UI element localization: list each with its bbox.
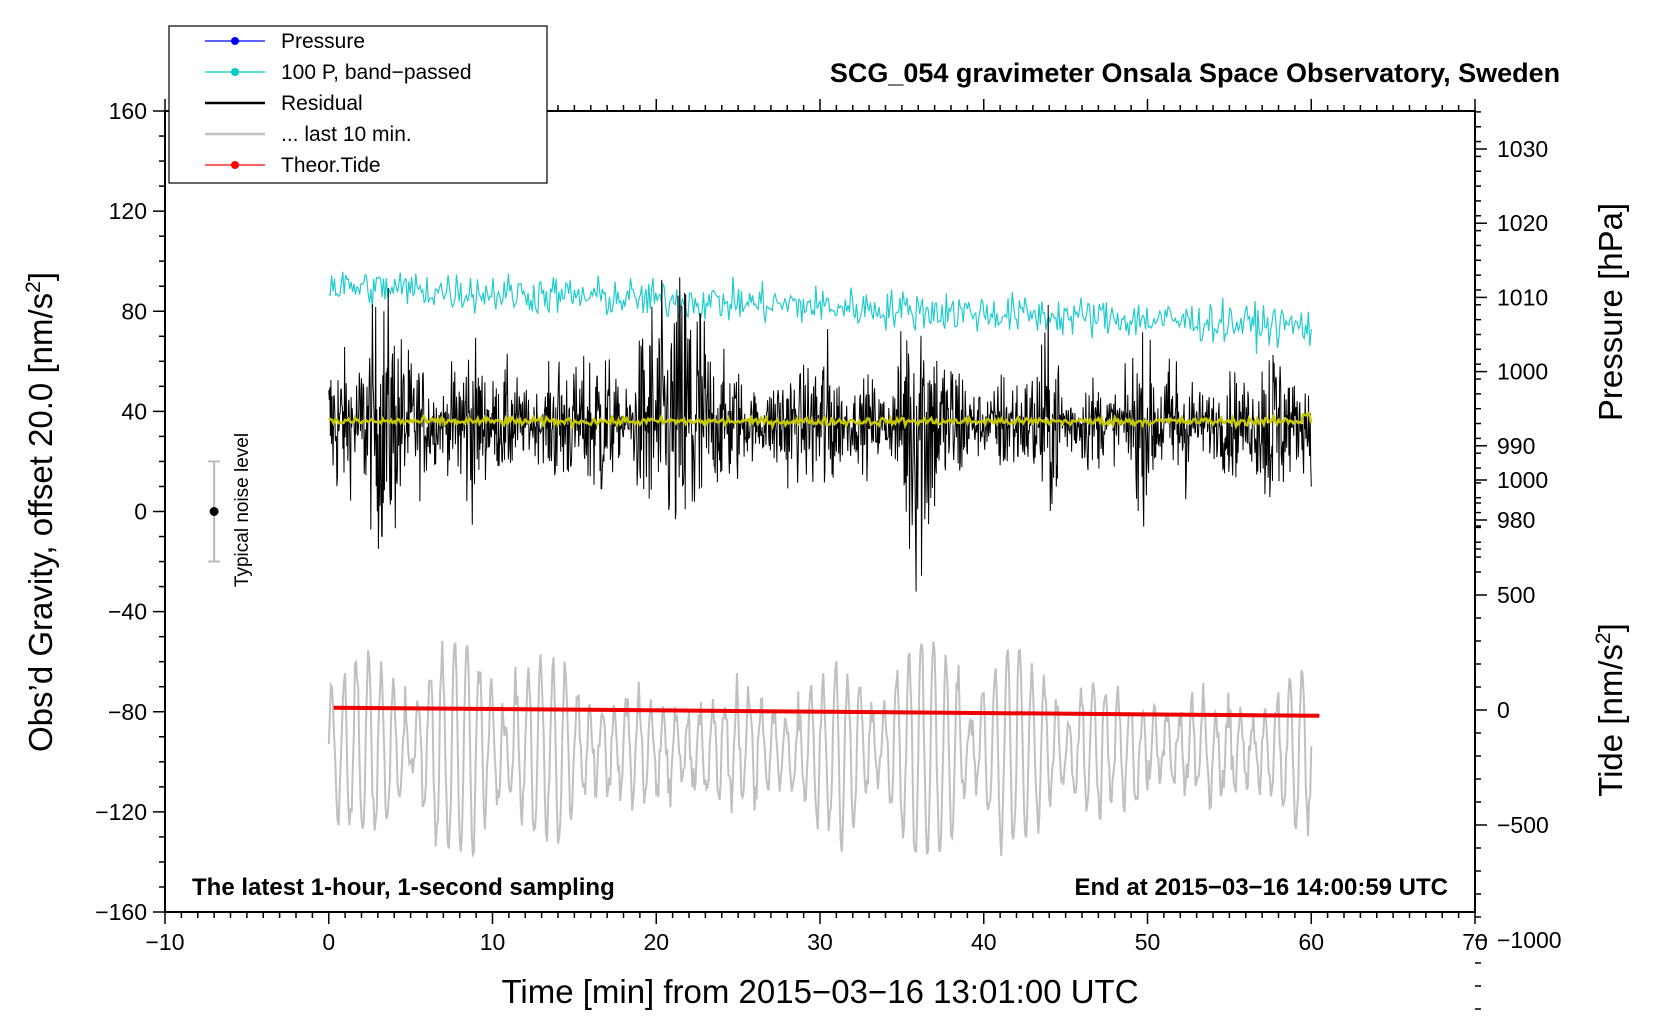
noise-bar-label: Typical noise level xyxy=(232,433,253,587)
y-tick-label: 160 xyxy=(109,98,147,124)
noise-level-indicator: Typical noise level xyxy=(208,433,253,587)
annotation-sampling: The latest 1-hour, 1-second sampling xyxy=(192,874,615,901)
y-tick-label: 80 xyxy=(121,298,147,324)
y-tick-label: 0 xyxy=(134,499,147,525)
pressure-tick-label: 1020 xyxy=(1497,210,1548,236)
legend-label: Theor.Tide xyxy=(281,154,381,177)
pressure-tick-label: 980 xyxy=(1497,507,1535,533)
series-last-10-min xyxy=(327,640,1313,859)
y-tick-label: 40 xyxy=(121,398,147,424)
axis-tick-labels: −10 0 10 20 30 40 50 60 70−160−120−80−4004080120… xyxy=(95,98,1562,955)
x-axis-label: Time [min] from 2015−03−16 13:01:00 UTC xyxy=(501,973,1138,1010)
y-tick-label: −120 xyxy=(95,799,147,825)
chart-title: SCG_054 gravimeter Onsala Space Observat… xyxy=(830,58,1560,88)
series-residual-smoothed xyxy=(328,411,1313,431)
pressure-tick-label: 1000 xyxy=(1497,359,1548,385)
x-tick-label: 20 xyxy=(643,929,669,955)
y-axis-label-left-end: ] xyxy=(22,272,59,281)
x-tick-label: 40 xyxy=(971,929,997,955)
y-tick-label: −160 xyxy=(95,899,147,925)
y-tick-label: 120 xyxy=(109,198,147,224)
legend: Pressure 100 P, band−passed Residual ... la… xyxy=(168,25,548,184)
x-tick-label: −10 xyxy=(145,929,184,955)
legend-label: Pressure xyxy=(281,30,365,53)
pressure-tick-label: 1010 xyxy=(1497,284,1548,310)
legend-label: ... last 10 min. xyxy=(281,123,412,146)
pressure-tick-label: 990 xyxy=(1497,433,1535,459)
legend-box xyxy=(168,25,548,184)
x-tick-label: 10 xyxy=(480,929,506,955)
y-axis-label-tide-end: ] xyxy=(1592,623,1629,632)
pressure-tick-label: 1030 xyxy=(1497,136,1548,162)
y-axis-label-tide: Tide [nm/s2] xyxy=(1592,623,1629,797)
legend-label: Residual xyxy=(281,92,363,115)
y-axis-label-pressure: Pressure [hPa] xyxy=(1592,203,1629,421)
legend-marker xyxy=(231,37,239,45)
series-pressure-band-passed xyxy=(328,271,1312,354)
tide-tick-label: −1000 xyxy=(1497,927,1562,953)
tide-tick-label: −500 xyxy=(1497,812,1549,838)
x-tick-label: 50 xyxy=(1135,929,1161,955)
noise-bar-center xyxy=(209,507,219,516)
x-tick-label: 60 xyxy=(1298,929,1324,955)
y-axis-label-left-sup: 2 xyxy=(22,281,45,293)
tide-tick-label: 1000 xyxy=(1497,467,1548,493)
tide-tick-label: 500 xyxy=(1497,582,1535,608)
annotation-end-time: End at 2015−03−16 14:00:59 UTC xyxy=(1074,874,1448,901)
legend-label: 100 P, band−passed xyxy=(281,61,472,84)
y-tick-label: −80 xyxy=(108,699,147,725)
plot-area xyxy=(327,271,1320,859)
x-tick-label: 0 xyxy=(322,929,335,955)
series-theoretical-tide xyxy=(333,705,1320,718)
tide-tick-label: 0 xyxy=(1497,697,1510,723)
axis-ticks xyxy=(153,99,1487,1010)
x-tick-label: 70 xyxy=(1462,929,1488,955)
legend-marker xyxy=(231,68,239,76)
y-axis-label-tide-sup: 2 xyxy=(1592,632,1615,644)
y-axis-label-left: Obs’d Gravity, offset 20.0 [nm/s2] xyxy=(22,272,59,752)
x-tick-label: 30 xyxy=(807,929,833,955)
legend-marker xyxy=(231,161,239,169)
y-tick-label: −40 xyxy=(108,599,147,625)
series-residual xyxy=(328,277,1312,592)
